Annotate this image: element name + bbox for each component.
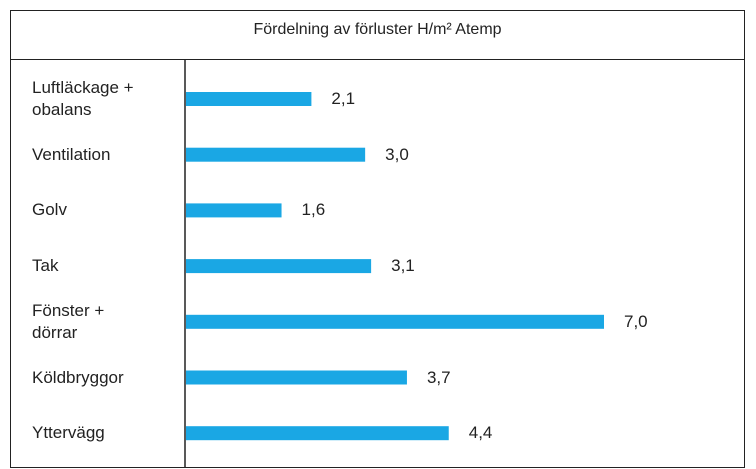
category-label: Tak	[32, 256, 59, 276]
category-label: Yttervägg	[32, 423, 105, 443]
value-label: 1,6	[301, 200, 326, 220]
bar	[186, 203, 282, 218]
chart-frame	[10, 10, 745, 468]
bar	[186, 92, 312, 106]
value-label: 3,7	[426, 367, 451, 387]
value-label: 3,0	[385, 144, 409, 164]
value-label: 3,1	[391, 256, 415, 276]
category-label: Golv	[32, 200, 67, 220]
category-label: Luftläckage + obalans	[32, 78, 134, 119]
chart-title: Fördelning av förluster H/m² Atemp	[10, 10, 745, 60]
bar	[186, 314, 604, 329]
bar	[186, 370, 407, 385]
value-label: 2,1	[331, 89, 356, 108]
value-label: 4,4	[468, 423, 493, 443]
bar	[186, 426, 449, 441]
category-label: Ventilation	[32, 144, 111, 164]
category-label: Fönster + dörrar	[32, 300, 105, 342]
bar	[186, 147, 366, 162]
bar	[186, 259, 372, 274]
category-label: Köldbryggor	[32, 367, 124, 387]
value-label: 7,0	[624, 311, 648, 331]
